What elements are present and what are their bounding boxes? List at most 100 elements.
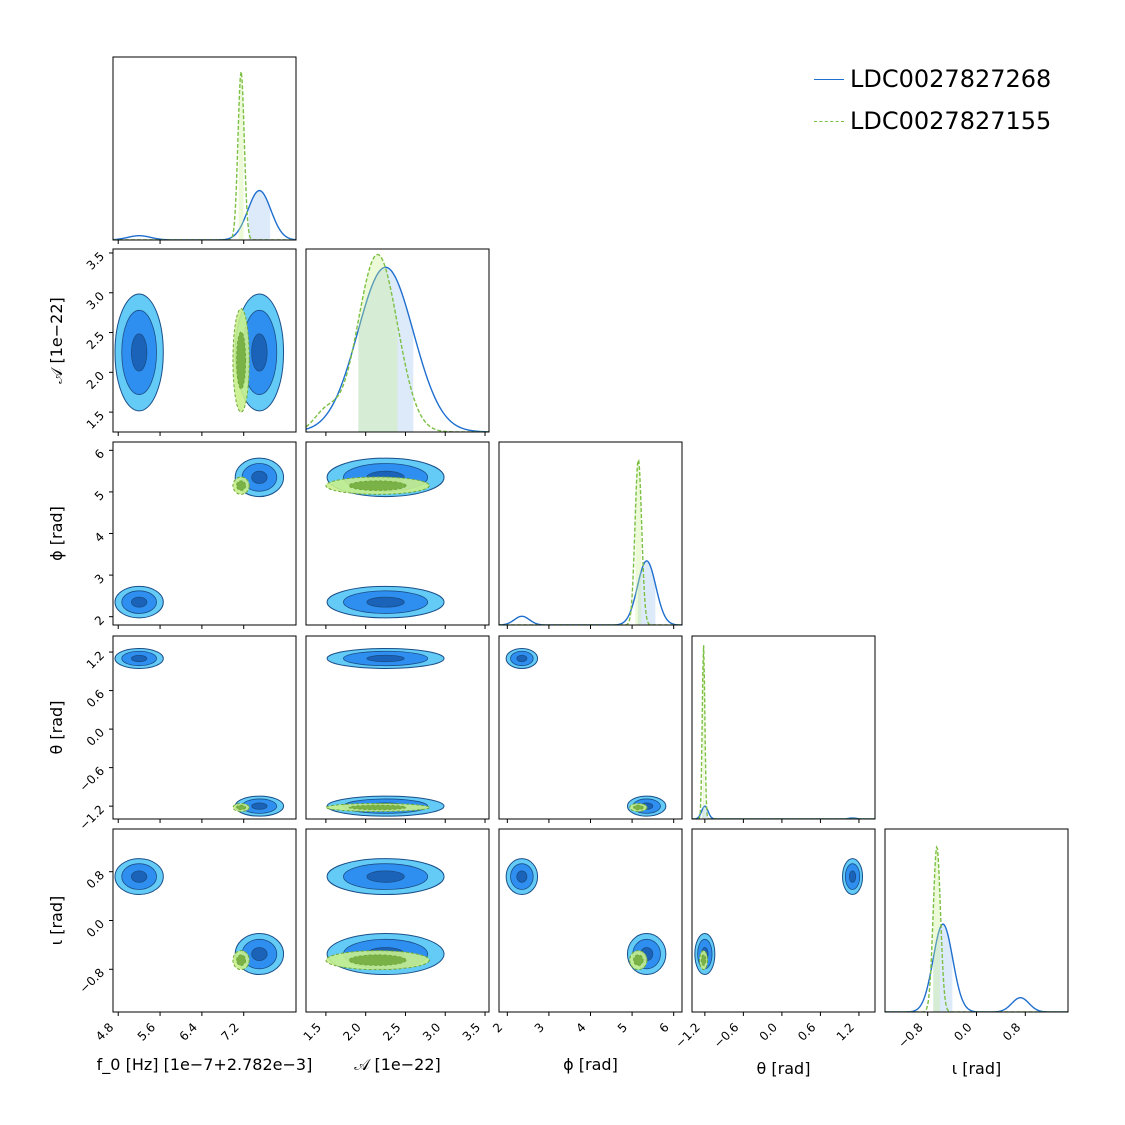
marginal-phi-series-1 <box>499 560 682 625</box>
y-tick-label: −0.6 <box>77 764 108 795</box>
marginal-f0-series-2 <box>113 71 296 240</box>
y-tick-label: 0.0 <box>84 917 107 940</box>
y-axis-label-phi: ϕ [rad] <box>47 506 66 561</box>
x-tick-label: −0.6 <box>711 1020 742 1051</box>
y-tick-label: 3 <box>92 571 107 586</box>
x-tick-label: 4.8 <box>93 1020 116 1043</box>
contour-level <box>348 480 407 491</box>
contour-A-iota <box>325 858 445 976</box>
y-tick-label: 0.8 <box>84 868 107 891</box>
legend-swatch-2 <box>814 120 844 122</box>
legend-label-1: LDC0027827268 <box>850 65 1052 93</box>
x-tick-label: 0.0 <box>757 1020 780 1043</box>
contour-f0-phi <box>114 457 285 619</box>
panel-frame <box>884 828 1069 1013</box>
contour-phi-iota <box>505 858 667 976</box>
x-tick-label: 0.6 <box>795 1020 818 1043</box>
y-tick-label: 4 <box>92 530 107 545</box>
panel-frame <box>305 441 490 626</box>
y-tick-label: 1.5 <box>84 408 107 431</box>
x-tick-label: 0.8 <box>1000 1020 1023 1043</box>
contour-level <box>251 947 268 962</box>
y-tick-label: 2.5 <box>84 329 107 352</box>
contour-level <box>848 870 857 883</box>
credible-band <box>635 460 642 625</box>
contour-level <box>633 954 644 966</box>
contour-level <box>700 954 707 966</box>
y-axis-label-A: 𝒜 [1e−22] <box>47 297 66 384</box>
panel-frame <box>112 635 297 820</box>
panel-frame <box>112 56 297 241</box>
panel-frame <box>305 248 490 433</box>
x-tick-label: 1.2 <box>834 1020 857 1043</box>
marginal-theta-series-2 <box>692 645 875 819</box>
legend: LDC0027827268 LDC0027827155 <box>814 58 1051 142</box>
x-axis-label-theta: θ [rad] <box>757 1059 811 1078</box>
y-tick-label: 3.0 <box>84 289 107 312</box>
contour-level <box>516 870 528 883</box>
legend-label-2: LDC0027827155 <box>850 107 1052 135</box>
contour-A-theta <box>325 647 445 817</box>
credible-band <box>358 254 398 432</box>
contour-phi-theta <box>505 647 667 817</box>
contour-level <box>348 804 407 811</box>
panel-frame <box>691 828 876 1013</box>
contour-level <box>251 802 268 810</box>
y-tick-label: −1.2 <box>77 802 108 833</box>
legend-swatch-1 <box>814 78 844 80</box>
x-tick-label: 5 <box>615 1020 630 1035</box>
y-tick-label: −0.8 <box>77 966 108 997</box>
panel-frame <box>112 248 297 433</box>
x-tick-label: 2.0 <box>340 1020 363 1043</box>
contour-level <box>131 654 148 663</box>
marginal-iota-series-2 <box>885 845 1068 1012</box>
contour-level <box>236 804 247 811</box>
panel-frame <box>305 828 490 1013</box>
y-tick-label: 6 <box>92 447 107 462</box>
credible-band <box>637 560 656 625</box>
x-tick-label: 1.5 <box>301 1020 324 1043</box>
contour-level <box>516 654 528 663</box>
contour-level <box>366 596 405 608</box>
x-tick-label: 2 <box>490 1020 505 1035</box>
x-tick-label: 7.2 <box>218 1020 241 1043</box>
legend-item-1: LDC0027827268 <box>814 58 1051 100</box>
x-tick-label: 2.5 <box>380 1020 403 1043</box>
y-tick-label: 2 <box>92 613 107 628</box>
density-curve <box>885 845 1068 1012</box>
x-tick-label: −0.8 <box>895 1020 926 1051</box>
contour-theta-iota <box>694 858 864 976</box>
x-tick-label: 3.5 <box>460 1020 483 1043</box>
contour-f0-iota <box>114 858 285 976</box>
contour-level <box>131 596 148 608</box>
contour-level <box>131 333 148 372</box>
density-curve <box>692 805 875 819</box>
marginal-iota-series-1 <box>885 923 1068 1012</box>
y-tick-label: 5 <box>92 488 107 503</box>
marginal-theta-series-1 <box>692 805 875 819</box>
credible-band <box>238 71 244 240</box>
x-tick-label: 0.0 <box>951 1020 974 1043</box>
y-axis-label-iota: ι [rad] <box>47 896 66 946</box>
x-axis-label-A: 𝒜 [1e−22] <box>354 1055 441 1074</box>
density-curve <box>499 560 682 625</box>
x-tick-label: −1.2 <box>672 1020 703 1051</box>
y-tick-label: 0.0 <box>84 725 107 748</box>
panel-frame <box>112 828 297 1013</box>
x-tick-label: 5.6 <box>135 1020 158 1043</box>
x-axis-label-iota: ι [rad] <box>952 1059 1002 1078</box>
contour-level <box>236 331 247 390</box>
x-tick-label: 6 <box>657 1020 672 1035</box>
contour-level <box>236 954 247 966</box>
credible-band <box>933 847 940 1012</box>
x-tick-label: 6.4 <box>177 1020 200 1043</box>
x-tick-label: 4 <box>573 1020 588 1035</box>
credible-band <box>248 190 271 240</box>
marginal-f0-series-1 <box>113 189 296 240</box>
contour-f0-theta <box>114 647 285 817</box>
contour-level <box>366 870 405 883</box>
x-tick-label: 3.0 <box>420 1020 443 1043</box>
panel-frame <box>498 828 683 1013</box>
contour-level <box>348 954 407 966</box>
